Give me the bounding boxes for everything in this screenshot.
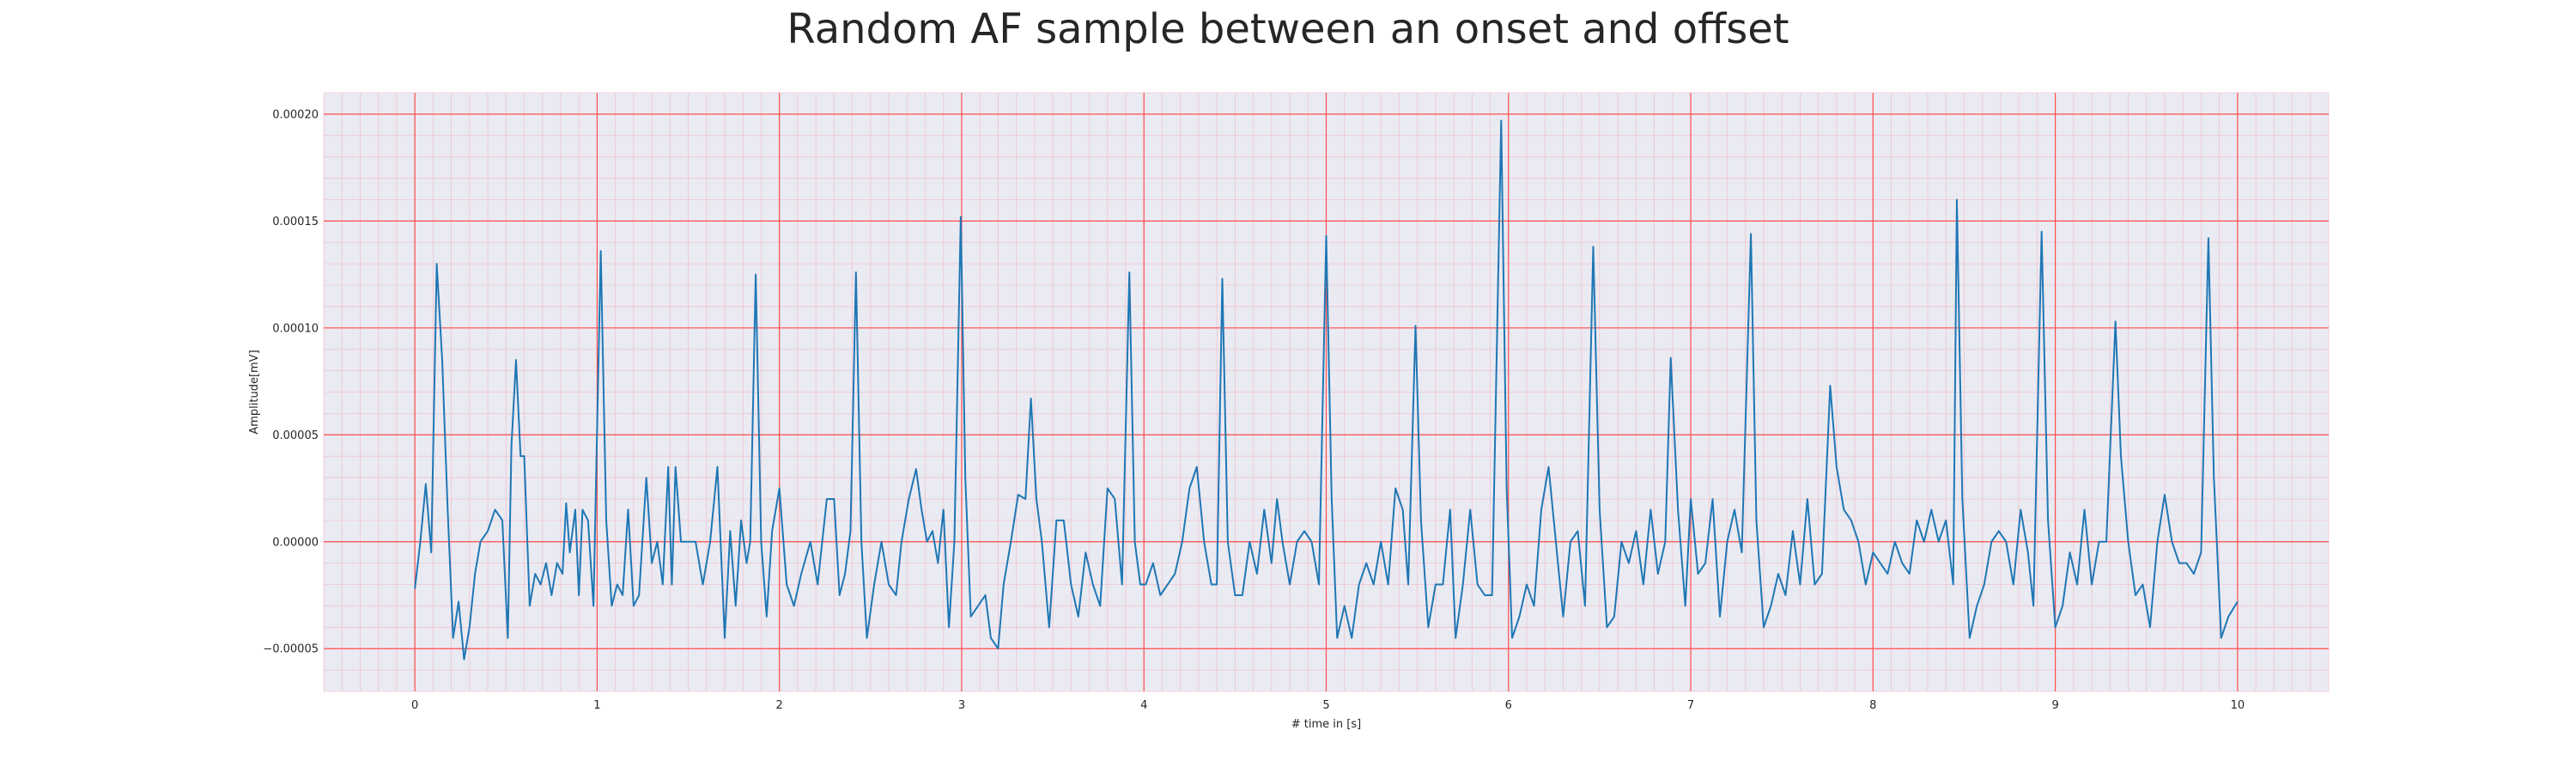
- y-tick-label: 0.00015: [272, 216, 319, 228]
- x-tick-label: 6: [1505, 699, 1512, 712]
- y-axis-label: Amplitude[mV]: [248, 350, 261, 434]
- series-layer: [414, 119, 2239, 660]
- series-line: [414, 119, 2239, 660]
- x-tick-label: 3: [958, 699, 965, 712]
- y-tick-label: 0.00000: [272, 536, 319, 549]
- x-tick-labels: 0 1 2 3 4 5 6 7 8 9 10: [411, 699, 2245, 712]
- y-tick-label: 0.00010: [272, 322, 319, 335]
- chart-title: Random AF sample between an onset and of…: [787, 5, 1789, 53]
- y-tick-label: 0.00005: [272, 429, 319, 442]
- y-tick-label: −0.00005: [263, 643, 319, 656]
- y-tick-label: 0.00020: [272, 108, 319, 121]
- x-tick-label: 0: [411, 699, 418, 712]
- x-tick-label: 8: [1869, 699, 1876, 712]
- x-axis-label: # time in [s]: [1291, 718, 1361, 731]
- x-tick-label: 7: [1687, 699, 1694, 712]
- x-tick-label: 10: [2231, 699, 2245, 712]
- y-tick-labels: −0.00005 0.00000 0.00005 0.00010 0.00015 0.00…: [263, 108, 319, 655]
- x-tick-label: 5: [1322, 699, 1329, 712]
- x-tick-label: 1: [593, 699, 600, 712]
- x-tick-label: 2: [776, 699, 783, 712]
- x-tick-label: 9: [2051, 699, 2058, 712]
- x-tick-label: 4: [1140, 699, 1147, 712]
